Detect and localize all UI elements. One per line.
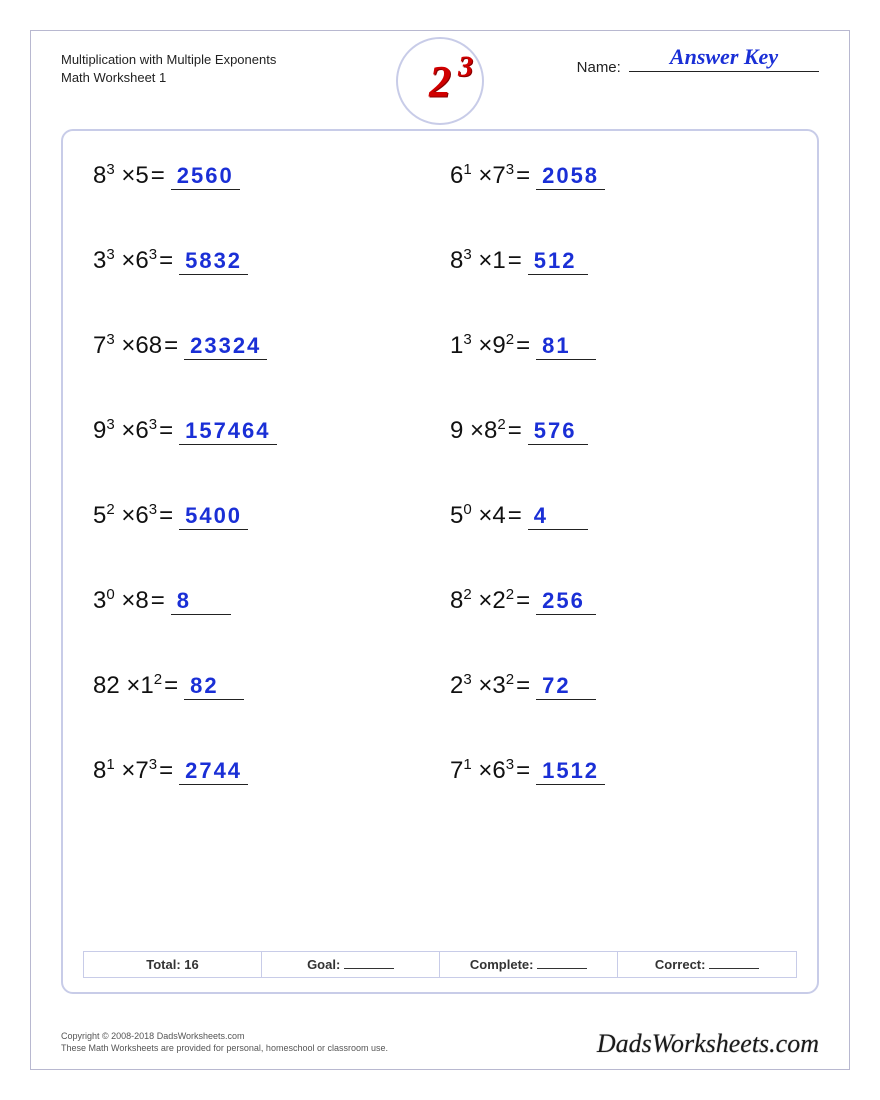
- problem-row: 30 ×8=8: [93, 586, 430, 615]
- equals-sign: =: [159, 247, 173, 275]
- problem-expression: 82 ×12: [93, 671, 162, 700]
- equals-sign: =: [159, 417, 173, 445]
- problem-row: 71 ×63=1512: [450, 756, 787, 785]
- problem-expression: 52 ×63: [93, 501, 157, 530]
- summary-correct: Correct:: [618, 952, 796, 977]
- problem-row: 83 ×1=512: [450, 246, 787, 275]
- problem-row: 52 ×63=5400: [93, 501, 430, 530]
- worksheet-page: Multiplication with Multiple Exponents M…: [30, 30, 850, 1070]
- equals-sign: =: [159, 757, 173, 785]
- problem-expression: 23 ×32: [450, 671, 514, 700]
- problem-answer: 8: [171, 588, 231, 615]
- problem-expression: 83 ×5: [93, 161, 149, 190]
- problems-box: 83 ×5=256061 ×73=205833 ×63=583283 ×1=51…: [61, 129, 819, 994]
- logo-exponent: 3: [458, 50, 473, 84]
- problem-row: 9 ×82=576: [450, 416, 787, 445]
- logo-badge: 23: [396, 37, 484, 125]
- problem-answer: 23324: [184, 333, 267, 360]
- problem-answer: 72: [536, 673, 596, 700]
- summary-complete: Complete:: [440, 952, 618, 977]
- problem-expression: 50 ×4: [450, 501, 506, 530]
- problem-expression: 9 ×82: [450, 416, 506, 445]
- summary-total: Total: 16: [84, 952, 262, 977]
- name-value: Answer Key: [629, 44, 819, 70]
- problem-row: 81 ×73=2744: [93, 756, 430, 785]
- equals-sign: =: [516, 587, 530, 615]
- problem-expression: 81 ×73: [93, 756, 157, 785]
- name-field: Name: Answer Key: [577, 59, 819, 76]
- name-underline: Answer Key: [629, 71, 819, 72]
- problem-answer: 82: [184, 673, 244, 700]
- problem-answer: 2058: [536, 163, 605, 190]
- logo-base: 2: [429, 57, 451, 106]
- equals-sign: =: [151, 162, 165, 190]
- problem-row: 33 ×63=5832: [93, 246, 430, 275]
- equals-sign: =: [508, 247, 522, 275]
- problem-row: 61 ×73=2058: [450, 161, 787, 190]
- summary-row: Total: 16 Goal: Complete: Correct:: [83, 951, 797, 978]
- copyright-block: Copyright © 2008-2018 DadsWorksheets.com…: [61, 1030, 388, 1055]
- equals-sign: =: [508, 502, 522, 530]
- problem-answer: 5400: [179, 503, 248, 530]
- problem-expression: 30 ×8: [93, 586, 149, 615]
- equals-sign: =: [164, 332, 178, 360]
- problem-answer: 157464: [179, 418, 276, 445]
- problem-answer: 5832: [179, 248, 248, 275]
- problem-answer: 512: [528, 248, 588, 275]
- problem-expression: 71 ×63: [450, 756, 514, 785]
- problem-answer: 4: [528, 503, 588, 530]
- problem-answer: 256: [536, 588, 596, 615]
- problem-row: 93 ×63=157464: [93, 416, 430, 445]
- correct-label: Correct:: [655, 957, 706, 972]
- problem-expression: 13 ×92: [450, 331, 514, 360]
- problem-answer: 2560: [171, 163, 240, 190]
- equals-sign: =: [159, 502, 173, 530]
- complete-label: Complete:: [470, 957, 534, 972]
- summary-goal: Goal:: [262, 952, 440, 977]
- problem-row: 82 ×22=256: [450, 586, 787, 615]
- equals-sign: =: [516, 672, 530, 700]
- problem-row: 13 ×92=81: [450, 331, 787, 360]
- problem-row: 50 ×4=4: [450, 501, 787, 530]
- copyright-line-1: Copyright © 2008-2018 DadsWorksheets.com: [61, 1030, 388, 1043]
- problem-answer: 81: [536, 333, 596, 360]
- equals-sign: =: [516, 162, 530, 190]
- equals-sign: =: [151, 587, 165, 615]
- brand-logo-text: DadsWorksheets.com: [597, 1029, 819, 1059]
- complete-blank: [537, 968, 587, 969]
- problem-answer: 2744: [179, 758, 248, 785]
- problem-expression: 33 ×63: [93, 246, 157, 275]
- problem-expression: 82 ×22: [450, 586, 514, 615]
- name-label: Name:: [577, 59, 621, 76]
- equals-sign: =: [516, 757, 530, 785]
- problem-expression: 83 ×1: [450, 246, 506, 275]
- problem-expression: 93 ×63: [93, 416, 157, 445]
- problem-row: 83 ×5=2560: [93, 161, 430, 190]
- problem-answer: 576: [528, 418, 588, 445]
- header: Multiplication with Multiple Exponents M…: [31, 31, 849, 121]
- goal-blank: [344, 968, 394, 969]
- equals-sign: =: [508, 417, 522, 445]
- problem-expression: 73 ×68: [93, 331, 162, 360]
- problem-row: 23 ×32=72: [450, 671, 787, 700]
- goal-label: Goal:: [307, 957, 340, 972]
- problem-expression: 61 ×73: [450, 161, 514, 190]
- equals-sign: =: [164, 672, 178, 700]
- total-value: 16: [184, 957, 198, 972]
- problem-row: 82 ×12=82: [93, 671, 430, 700]
- copyright-line-2: These Math Worksheets are provided for p…: [61, 1042, 388, 1055]
- problems-grid: 83 ×5=256061 ×73=205833 ×63=583283 ×1=51…: [93, 161, 787, 785]
- equals-sign: =: [516, 332, 530, 360]
- problem-row: 73 ×68=23324: [93, 331, 430, 360]
- logo-exponent-icon: 23: [429, 56, 451, 107]
- correct-blank: [709, 968, 759, 969]
- problem-answer: 1512: [536, 758, 605, 785]
- total-label: Total:: [146, 957, 180, 972]
